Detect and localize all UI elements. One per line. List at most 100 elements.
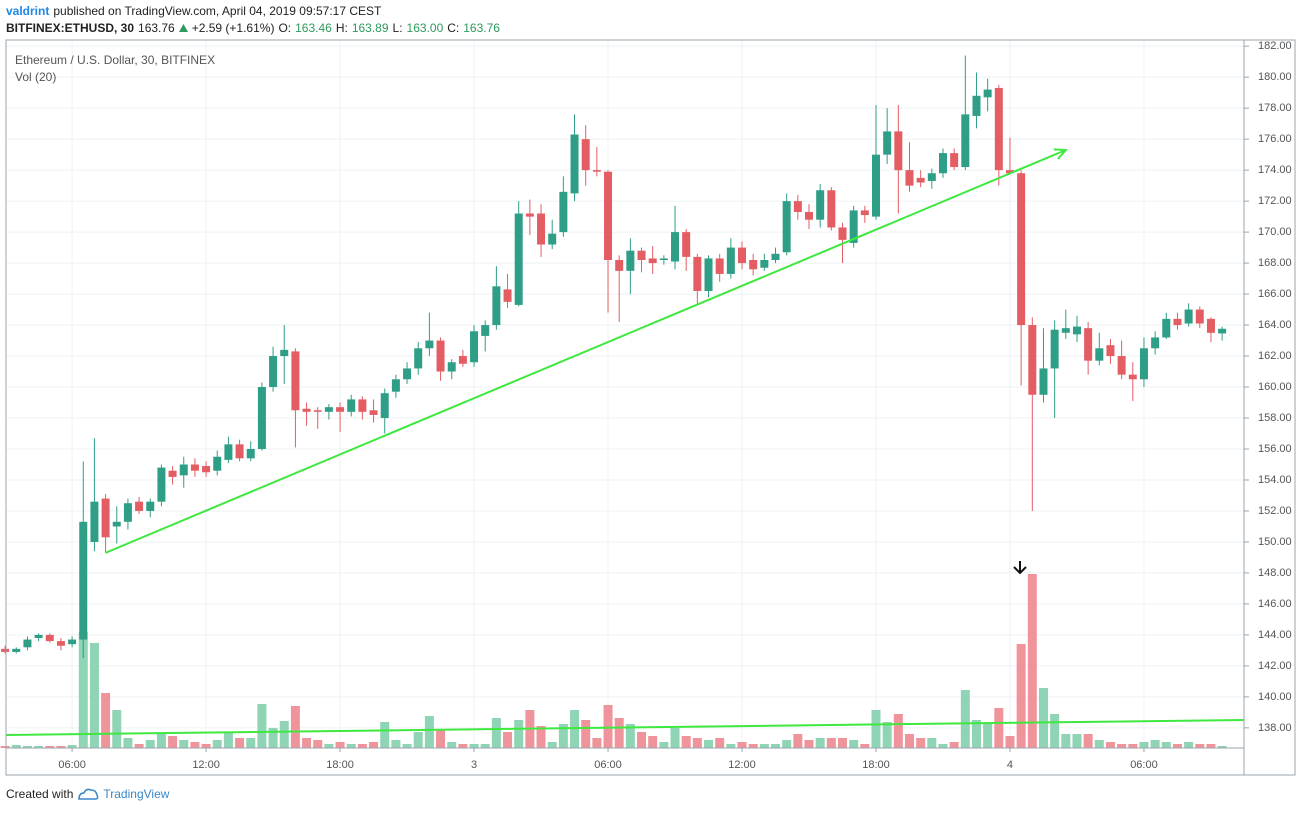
volume-bar bbox=[1161, 742, 1171, 748]
candle-body bbox=[525, 213, 534, 217]
volume-bar bbox=[1094, 740, 1104, 748]
candle-body bbox=[1173, 318, 1182, 326]
brand[interactable]: TradingView bbox=[103, 787, 170, 801]
chart-title: Ethereum / U.S. Dollar, 30, BITFINEX bbox=[15, 53, 216, 67]
candle-body bbox=[994, 88, 1003, 171]
volume-bar bbox=[1150, 740, 1160, 748]
volume-bar bbox=[1217, 746, 1227, 748]
candle-body bbox=[503, 289, 512, 302]
l-value: 163.00 bbox=[406, 21, 444, 35]
candle-body bbox=[157, 467, 166, 502]
candle-body bbox=[403, 368, 412, 380]
candle-body bbox=[559, 191, 568, 233]
volume-bar bbox=[89, 643, 99, 748]
candle-body bbox=[224, 444, 233, 460]
volume-bar bbox=[994, 708, 1004, 748]
candle-body bbox=[492, 286, 501, 326]
candle-body bbox=[972, 95, 981, 116]
candle-body bbox=[1061, 328, 1070, 333]
y-tick-label: 182.00 bbox=[1258, 40, 1292, 52]
y-tick-label: 158.00 bbox=[1258, 412, 1292, 424]
volume-bar bbox=[860, 744, 870, 748]
x-tick-label: 18:00 bbox=[326, 759, 354, 771]
volume-bar bbox=[849, 740, 859, 748]
y-tick-label: 168.00 bbox=[1258, 257, 1292, 269]
volume-bar bbox=[681, 736, 691, 748]
candle-body bbox=[146, 501, 155, 511]
candle-body bbox=[950, 153, 959, 168]
y-tick-label: 160.00 bbox=[1258, 381, 1292, 393]
volume-bar bbox=[592, 738, 602, 748]
volume-bar bbox=[67, 745, 77, 748]
volume-bar bbox=[893, 714, 903, 748]
candle-body bbox=[179, 464, 188, 476]
volume-pane bbox=[0, 574, 1245, 748]
candle-body bbox=[615, 259, 624, 271]
y-tick-label: 154.00 bbox=[1258, 474, 1292, 486]
volume-bar bbox=[648, 736, 658, 748]
up-icon bbox=[178, 24, 188, 32]
volume-bar bbox=[837, 738, 847, 748]
volume-bar bbox=[313, 740, 323, 748]
candle-body bbox=[883, 131, 892, 155]
volume-bar bbox=[145, 740, 155, 748]
candle-body bbox=[961, 114, 970, 168]
arrow-head bbox=[1013, 566, 1027, 575]
volume-bar bbox=[748, 744, 758, 748]
volume-bar bbox=[491, 718, 501, 748]
volume-bar bbox=[558, 724, 568, 748]
candle-body bbox=[749, 259, 758, 270]
author[interactable]: valdrint bbox=[6, 4, 50, 18]
candle-body bbox=[425, 340, 434, 349]
candle-body bbox=[68, 639, 77, 645]
volume-bar bbox=[960, 690, 970, 748]
candle-body bbox=[202, 466, 211, 473]
candle-body bbox=[1162, 318, 1171, 338]
candle-body bbox=[1106, 345, 1115, 357]
volume-trendline bbox=[5, 719, 1245, 736]
volume-bar bbox=[112, 710, 122, 748]
volume-bar bbox=[759, 744, 769, 748]
y-tick-label: 170.00 bbox=[1258, 226, 1292, 238]
volume-bar bbox=[771, 744, 781, 748]
candle-body bbox=[12, 648, 21, 652]
candle-body bbox=[246, 448, 255, 459]
volume-bar bbox=[1184, 742, 1194, 748]
volume-bar bbox=[804, 740, 814, 748]
candle-body bbox=[481, 325, 490, 336]
candle-body bbox=[983, 89, 992, 98]
volume-bar bbox=[704, 740, 714, 748]
volume-bar bbox=[1061, 734, 1071, 748]
volume-bar bbox=[1072, 734, 1082, 748]
volume-bar bbox=[346, 744, 356, 748]
candle-body bbox=[771, 253, 780, 260]
candle-body bbox=[1151, 337, 1160, 349]
volume-bar bbox=[436, 730, 446, 748]
trendline bbox=[105, 149, 1067, 554]
candle-body bbox=[56, 641, 65, 646]
grid bbox=[6, 40, 1244, 748]
volume-bar bbox=[235, 738, 245, 748]
candle-body bbox=[458, 356, 467, 364]
volume-bar bbox=[659, 742, 669, 748]
volume-bar bbox=[201, 744, 211, 748]
candle-body bbox=[79, 521, 88, 640]
candle-body bbox=[269, 356, 278, 388]
volume-bar bbox=[469, 744, 479, 748]
candle-body bbox=[380, 393, 389, 419]
candle-body bbox=[235, 444, 244, 459]
volume-bar bbox=[56, 746, 66, 748]
footer: Created with TradingView bbox=[6, 787, 169, 801]
volume-bar bbox=[715, 738, 725, 748]
candle-body bbox=[916, 177, 925, 183]
candle-body bbox=[682, 232, 691, 257]
volume-bar bbox=[603, 705, 613, 748]
volume-bar bbox=[938, 744, 948, 748]
y-tick-label: 176.00 bbox=[1258, 133, 1292, 145]
volume-bar bbox=[815, 738, 825, 748]
candle-body bbox=[537, 213, 546, 245]
o-label: O: bbox=[278, 21, 292, 35]
x-tick-label: 4 bbox=[1007, 759, 1013, 771]
